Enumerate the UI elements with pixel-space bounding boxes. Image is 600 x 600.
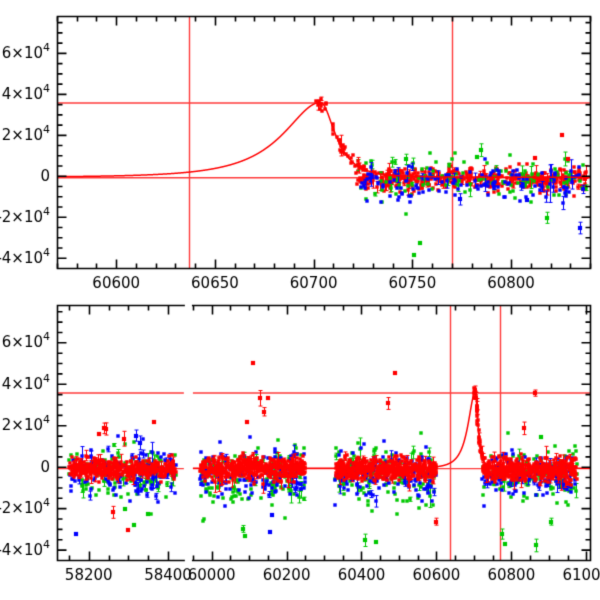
light-curve-figure: Two-panel astronomical light curve diffe… [0, 0, 600, 600]
plot-canvas [0, 0, 600, 600]
